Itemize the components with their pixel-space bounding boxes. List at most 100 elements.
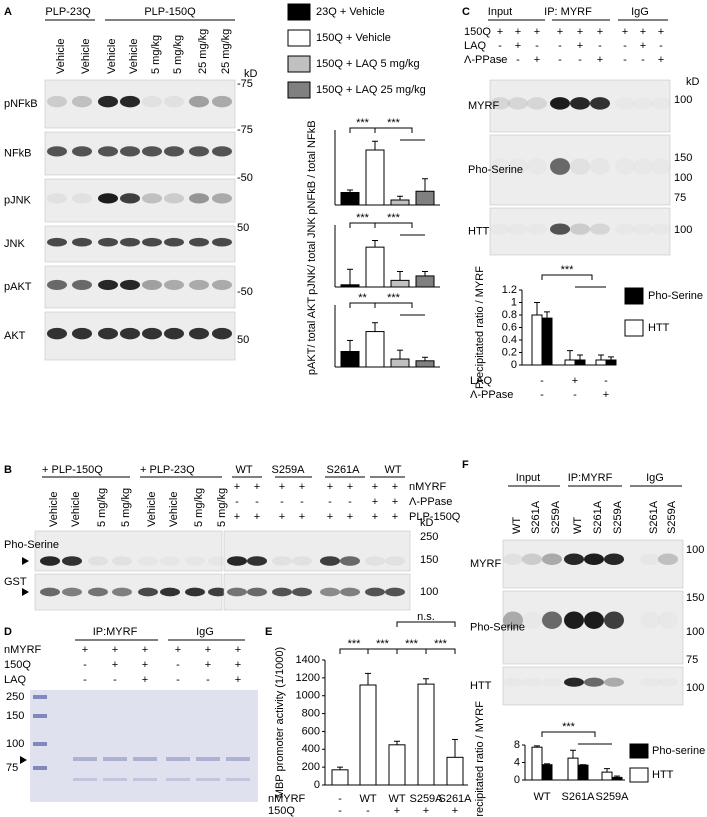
y-axis-label: MBP promoter activity (1/1000) [274,647,286,798]
sign: - [498,40,502,52]
size-marker: 150 [686,592,704,604]
sign: + [254,511,260,523]
bar [331,769,349,786]
y-axis-label: Precipitated ratio / MYRF [474,701,486,817]
blot [44,79,236,129]
gel-band [133,757,157,761]
panel-label: A [4,6,12,18]
band [120,279,140,290]
group-header: S259A [271,464,305,476]
band [47,327,67,340]
band [651,158,671,175]
sign: + [205,659,211,671]
sign: - [659,40,663,52]
bracket [374,222,413,228]
band [584,677,604,687]
band [584,611,604,629]
y-tick-label: 800 [302,707,320,719]
gel-band [226,778,250,781]
group-header: PLP-150Q [144,6,196,18]
cell: WT [359,793,376,805]
bar [541,317,553,366]
sign: - [348,496,352,508]
sign: - [255,496,259,508]
blot-label: AKT [4,330,26,342]
sign: + [597,54,603,66]
sign: - [300,496,304,508]
band [651,224,671,235]
band [658,611,678,629]
band [590,158,610,175]
panel-label: C [462,6,470,18]
sign: + [372,511,378,523]
blot-label: Pho-Serine [470,621,525,633]
band [320,587,340,597]
gel-band [196,757,220,761]
size-marker: 100 [686,544,704,556]
band [542,611,562,629]
bar [417,683,435,786]
lane-label: 5 mg/kg [120,488,132,527]
bar [365,149,385,206]
legend-swatch [287,55,311,73]
cell: - [366,805,370,817]
band [247,556,267,566]
band [138,556,158,566]
significance: *** [348,638,362,650]
band [164,146,184,157]
size-marker: 150 [674,152,692,164]
bar [390,358,410,368]
band [142,237,162,247]
lane-label: Vehicle [146,492,158,527]
band [72,146,92,157]
gel-band [103,778,127,781]
group-header: + PLP-23Q [140,464,195,476]
lane-label: Vehicle [70,492,82,527]
band [40,556,60,566]
sign: + [235,644,241,656]
bar [388,744,406,786]
legend-label: 23Q + Vehicle [316,6,385,18]
band [88,587,108,597]
bracket [541,731,596,737]
kd-label: kD [244,68,258,80]
blot-label: JNK [4,238,25,250]
sign: + [372,481,378,493]
sign: - [604,375,608,387]
x-tick-label: S261A [561,791,595,803]
size-marker: -75 [237,124,253,136]
bar [595,359,607,366]
band [527,224,547,235]
band [522,553,542,565]
sign: + [327,481,333,493]
band [212,237,232,247]
band [189,193,209,204]
lane-label: Vehicle [106,39,118,74]
sign: + [112,644,118,656]
row-label: LAQ [470,375,492,387]
bar [531,746,543,781]
ladder-band [33,742,47,746]
legend-label: 150Q + LAQ 25 mg/kg [316,84,426,96]
band [142,327,162,340]
row-label: Λ-PPase [470,389,513,401]
y-tick-label: 0 [314,779,320,791]
size-marker: 100 [686,626,704,638]
band [550,223,570,235]
band [272,587,292,597]
band [604,677,624,687]
band [47,193,67,204]
lane-label: S261A [530,500,542,534]
row-label: 150Q [464,26,491,38]
sign: + [597,26,603,38]
sign: + [299,481,305,493]
bar [567,757,579,781]
sign: - [235,496,239,508]
y-tick-label: 200 [302,761,320,773]
y-tick-label: 0.8 [502,309,517,321]
group-header: Input [516,472,540,484]
band [292,587,312,597]
band [185,587,205,597]
band [98,193,118,204]
